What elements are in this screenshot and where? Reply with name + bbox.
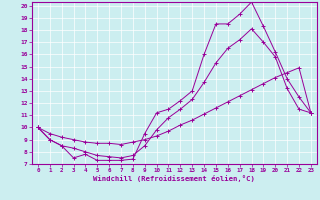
X-axis label: Windchill (Refroidissement éolien,°C): Windchill (Refroidissement éolien,°C) (93, 175, 255, 182)
